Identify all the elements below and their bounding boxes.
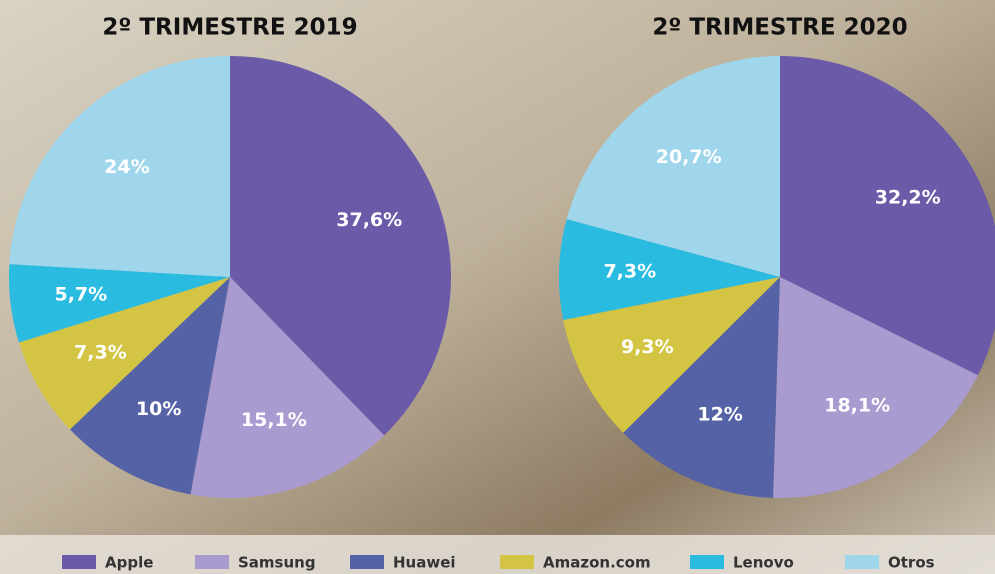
data-label: 18,1% [824,394,890,416]
data-label: 15,1% [241,409,307,431]
data-label: 7,3% [603,260,656,282]
legend-label: Otros [888,554,935,572]
data-label: 12% [697,403,742,425]
legend-label: Samsung [238,554,316,572]
chart-title: 2º TRIMESTRE 2019 [102,15,357,41]
chart: 2º TRIMESTRE 2019 37,6% 15,1% 10% 7,3% 5,7% 24… [0,0,995,574]
data-label: 32,2% [875,186,941,208]
data-label: 24% [104,156,149,178]
legend-label: Lenovo [733,554,794,572]
legend-label: Apple [105,554,153,572]
data-label: 10% [136,398,181,420]
legend-label: Huawei [393,554,456,572]
legend-swatch [350,555,384,569]
legend-swatch [62,555,96,569]
data-label: 7,3% [74,342,127,364]
legend-swatch [195,555,229,569]
legend-label: Amazon.com [543,554,651,572]
chart-title: 2º TRIMESTRE 2020 [652,15,907,41]
legend-swatch [500,555,534,569]
data-label: 5,7% [54,284,107,306]
data-label: 9,3% [621,336,674,358]
data-label: 37,6% [336,209,402,231]
data-label: 20,7% [656,146,722,168]
legend-swatch [845,555,879,569]
legend-swatch [690,555,724,569]
